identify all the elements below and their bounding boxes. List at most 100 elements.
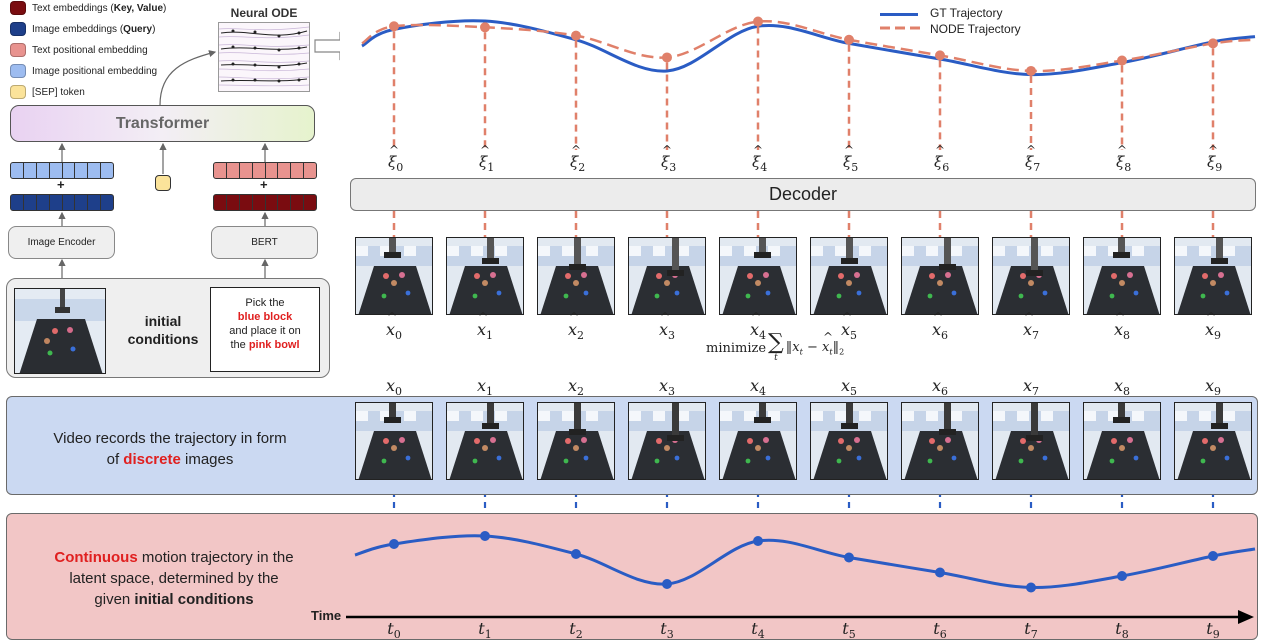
- latent-trajectory: [346, 531, 1256, 624]
- latent-point: [1208, 551, 1218, 561]
- predicted-frame: [537, 237, 615, 315]
- gt-legend-label: GT Trajectory: [930, 6, 1003, 20]
- xi-hat-label: ξ2: [570, 143, 585, 174]
- t-label: t6: [933, 619, 947, 642]
- latent-point: [844, 552, 854, 563]
- node-legend-label: NODE Trajectory: [930, 22, 1021, 36]
- node-point: [1208, 38, 1218, 49]
- latent-point: [662, 579, 672, 589]
- legend-item-image-positional: Image positional embedding: [10, 63, 157, 79]
- time-label: Time: [311, 608, 342, 623]
- gt-legend-line: [880, 13, 918, 16]
- x-hat-label: x7: [1011, 310, 1051, 342]
- plus-sign-image: +: [57, 177, 65, 192]
- t-label: t2: [569, 619, 583, 642]
- xi-hat-label: ξ1: [479, 143, 494, 174]
- latent-point: [480, 531, 490, 541]
- x-hat-label: x9: [1193, 310, 1233, 342]
- x-hat-label: x4: [738, 310, 778, 342]
- plus-sign-text: +: [260, 177, 268, 192]
- node-point: [1117, 55, 1127, 66]
- image-embedding-tokens: [10, 194, 114, 211]
- legend-item-sep-token: [SEP] token: [10, 84, 85, 100]
- continuous-panel-text: Continuous motion trajectory in the late…: [54, 549, 294, 608]
- neural-ode-title: Neural ODE: [230, 6, 298, 20]
- left-connectors: [58, 31, 340, 278]
- bert-block: BERT: [211, 226, 318, 259]
- predicted-frame: [1083, 237, 1161, 315]
- t-label: t9: [1206, 619, 1220, 642]
- x-label: x7: [1022, 376, 1040, 399]
- ground-truth-frame: [901, 402, 979, 480]
- legend-item-text-positional: Text positional embedding: [10, 42, 148, 58]
- latent-point: [1117, 571, 1127, 581]
- legend-swatch: [10, 1, 26, 15]
- latent-point: [753, 536, 763, 546]
- ground-truth-frame: [719, 402, 797, 480]
- node-point: [389, 21, 399, 32]
- legend-swatch: [10, 85, 26, 99]
- node-point: [662, 52, 672, 63]
- flow-arrow-icon: [314, 31, 340, 61]
- predicted-frame: [446, 237, 524, 315]
- predicted-frame: [1174, 237, 1252, 315]
- text-positional-tokens: [213, 162, 317, 179]
- t-label: t5: [842, 619, 856, 642]
- x-label: x3: [658, 376, 676, 399]
- t-label: t1: [478, 619, 492, 642]
- x-hat-label: x6: [920, 310, 960, 342]
- ground-truth-frame: [1174, 402, 1252, 480]
- xi-hat-label: ξ5: [843, 143, 858, 174]
- latent-point: [1026, 582, 1036, 593]
- node-point: [480, 22, 490, 33]
- time-arrow-icon: [1238, 610, 1254, 624]
- legend-item-text-embeddings: Text embeddings (Key, Value): [10, 0, 166, 16]
- legend-swatch: [10, 64, 26, 78]
- trajectory-legend: GT Trajectory NODE Trajectory: [880, 5, 1070, 39]
- predicted-frame: [810, 237, 888, 315]
- trajectory-plot: [361, 16, 1256, 77]
- x-label: x1: [476, 376, 494, 399]
- t-label: t4: [751, 619, 765, 642]
- ground-truth-frame: [810, 402, 888, 480]
- x-label: x9: [1204, 376, 1222, 399]
- initial-frame-image: [14, 288, 106, 374]
- x-hat-label: x3: [647, 310, 687, 342]
- ground-truth-frame: [446, 402, 524, 480]
- neural-ode-image: [218, 22, 310, 92]
- neural-ode-flow-field: [218, 26, 310, 87]
- latent-point: [571, 549, 581, 559]
- x-label: x2: [567, 376, 585, 399]
- ground-truth-frame: [1083, 402, 1161, 480]
- sep-token: [155, 175, 171, 191]
- legend-swatch: [10, 43, 26, 57]
- xi-hat-label: ξ8: [1116, 143, 1131, 174]
- ground-truth-frame: [355, 402, 433, 480]
- x-hat-label: x8: [1102, 310, 1142, 342]
- x-label: x8: [1113, 376, 1131, 399]
- ground-truth-frame: [992, 402, 1070, 480]
- predicted-frame: [719, 237, 797, 315]
- decoder-block: Decoder: [350, 178, 1256, 211]
- transformer-block: Transformer: [10, 105, 315, 142]
- image-positional-tokens: [10, 162, 114, 179]
- t-label: t0: [387, 619, 401, 642]
- predicted-frame: [628, 237, 706, 315]
- x-label: x4: [749, 376, 767, 399]
- xi-hat-label: ξ3: [661, 143, 676, 174]
- legend-swatch: [10, 22, 26, 36]
- text-embedding-tokens: [213, 194, 317, 211]
- xi-hat-label: ξ4: [752, 143, 767, 174]
- t-label: t3: [660, 619, 674, 642]
- instruction-box: Pick the blue block and place it on the …: [210, 287, 320, 372]
- x-hat-label: x5: [829, 310, 869, 342]
- latent-point: [389, 539, 399, 549]
- node-point: [753, 16, 763, 27]
- predicted-frame: [901, 237, 979, 315]
- xi-hat-label: ξ0: [388, 143, 403, 174]
- x-hat-label: x0: [374, 310, 414, 342]
- initial-conditions-label: initial conditions: [127, 313, 199, 347]
- t-label: t8: [1115, 619, 1129, 642]
- video-panel-text: Video records the trajectory in form of …: [53, 430, 287, 468]
- xi-hat-label: ξ9: [1207, 143, 1222, 174]
